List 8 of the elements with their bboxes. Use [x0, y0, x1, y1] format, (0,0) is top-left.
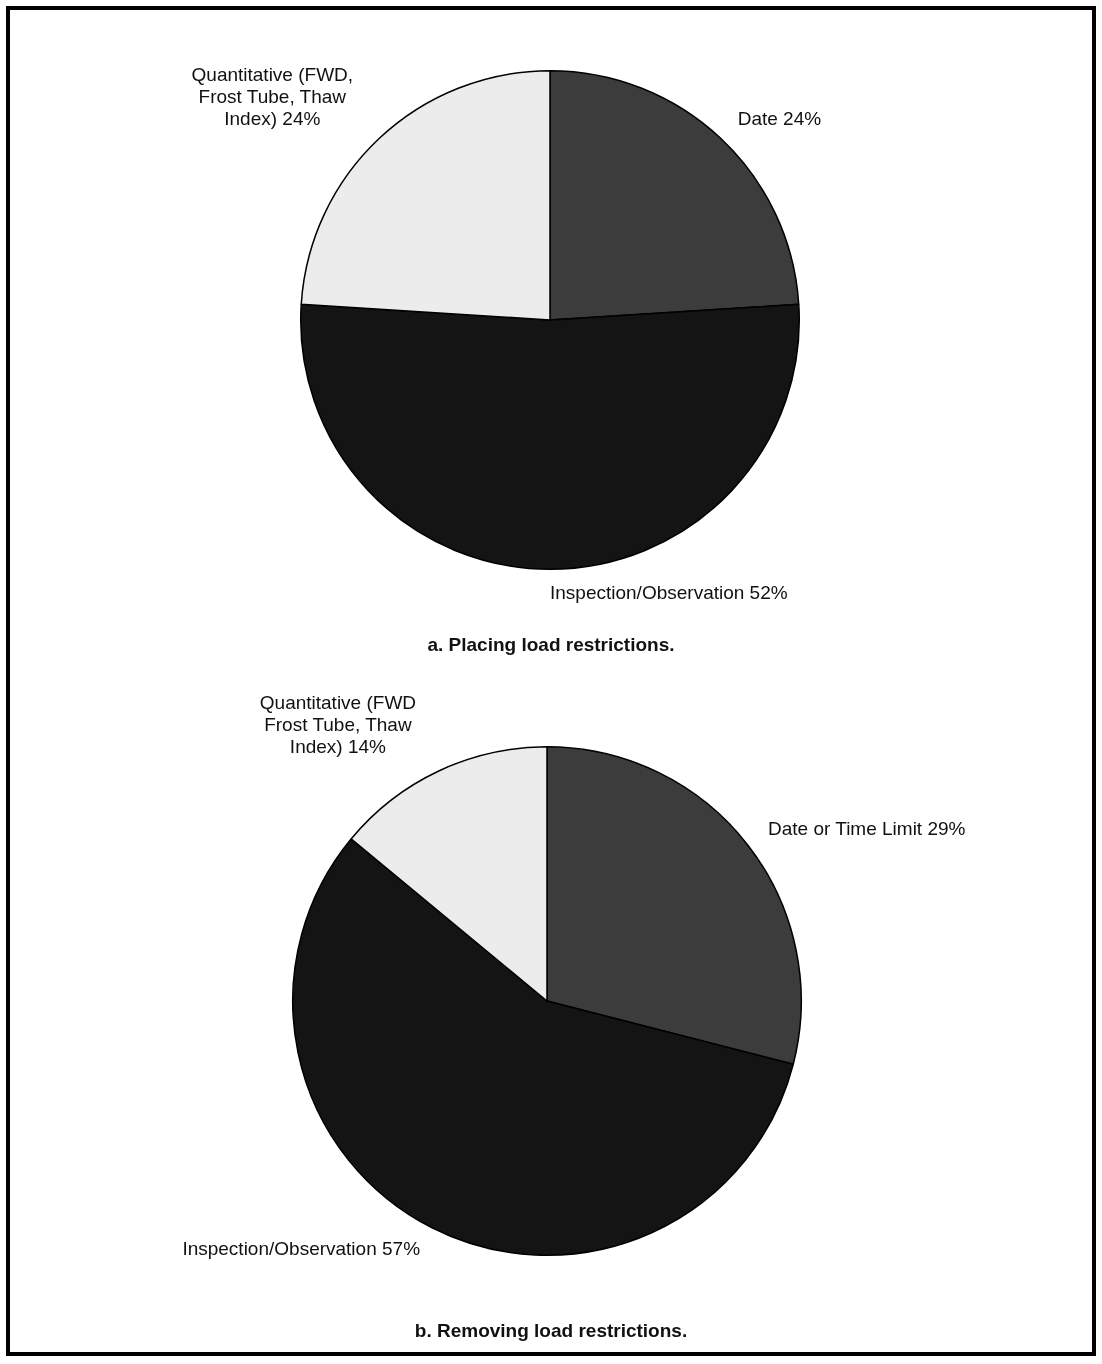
text: a. Placing load restrictions. [426, 634, 676, 656]
text: b. Removing load restrictions. [413, 1320, 689, 1342]
slice-label: Quantitative (FWD, Frost Tube, Thaw Index) 24% [191, 64, 354, 130]
slice-label: Inspection/Observation 52% [550, 582, 788, 604]
slice-label: Inspection/Observation 57% [182, 1238, 421, 1260]
slice-label: Date 24% [737, 108, 822, 130]
slice-label: Date or Time Limit 29% [767, 817, 966, 839]
slice-label: Quantitative (FWD Frost Tube, Thaw Index) 14% [259, 692, 417, 758]
